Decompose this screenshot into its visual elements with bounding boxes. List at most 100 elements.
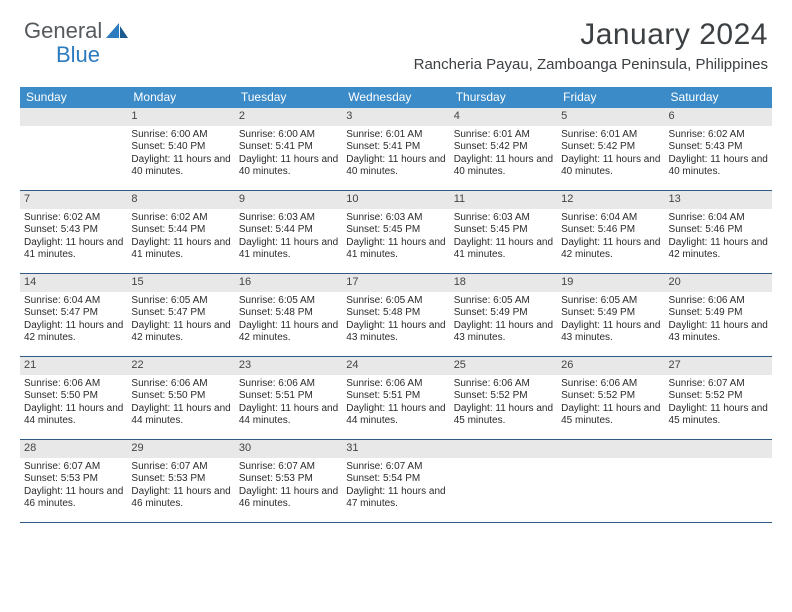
day-cell: 11Sunrise: 6:03 AMSunset: 5:45 PMDayligh… — [450, 191, 557, 273]
day-content: Sunrise: 6:06 AMSunset: 5:51 PMDaylight:… — [342, 377, 449, 432]
day-number: 31 — [342, 440, 449, 458]
day-cell: 4Sunrise: 6:01 AMSunset: 5:42 PMDaylight… — [450, 108, 557, 190]
day-content: Sunrise: 6:04 AMSunset: 5:47 PMDaylight:… — [20, 294, 127, 349]
logo-text-general: General — [24, 18, 102, 44]
daylight-text: Daylight: 11 hours and 42 minutes. — [669, 237, 768, 262]
daylight-text: Daylight: 11 hours and 44 minutes. — [346, 403, 445, 428]
day-cell: 31Sunrise: 6:07 AMSunset: 5:54 PMDayligh… — [342, 440, 449, 522]
daylight-text: Daylight: 11 hours and 44 minutes. — [24, 403, 123, 428]
day-cell: 9 Sunrise: 6:03 AMSunset: 5:44 PMDaylight… — [235, 191, 342, 273]
sunrise-text: Sunrise: 6:06 AM — [346, 378, 445, 391]
day-content: Sunrise: 6:00 AMSunset: 5:41 PMDaylight:… — [235, 128, 342, 183]
day-cell: 15 Sunrise: 6:05 AMSunset: 5:47 PMDayligh… — [127, 274, 234, 356]
sunrise-text: Sunrise: 6:05 AM — [561, 295, 660, 308]
daylight-text: Daylight: 11 hours and 46 minutes. — [131, 486, 230, 511]
week-row: 28Sunrise: 6:07 AMSunset: 5:53 PMDayligh… — [20, 440, 772, 523]
day-number: 6 — [665, 108, 772, 126]
day-number — [20, 108, 127, 126]
day-header: Wednesday — [342, 87, 449, 108]
day-number: 21 — [20, 357, 127, 375]
sunrise-text: Sunrise: 6:00 AM — [239, 129, 338, 142]
day-number: 25 — [450, 357, 557, 375]
day-header: Tuesday — [235, 87, 342, 108]
week-row: 14Sunrise: 6:04 AMSunset: 5:47 PMDayligh… — [20, 274, 772, 357]
location: Rancheria Payau, Zamboanga Peninsula, Ph… — [414, 56, 768, 73]
day-number: 24 — [342, 357, 449, 375]
sunrise-text: Sunrise: 6:06 AM — [239, 378, 338, 391]
daylight-text: Daylight: 11 hours and 46 minutes. — [24, 486, 123, 511]
day-cell: 2 Sunrise: 6:00 AMSunset: 5:41 PMDaylight… — [235, 108, 342, 190]
day-content: Sunrise: 6:04 AMSunset: 5:46 PMDaylight:… — [557, 211, 664, 266]
day-number — [450, 440, 557, 458]
daylight-text: Daylight: 11 hours and 44 minutes. — [239, 403, 338, 428]
day-number: 9 — [235, 191, 342, 209]
daylight-text: Daylight: 11 hours and 43 minutes. — [346, 320, 445, 345]
sunrise-text: Sunrise: 6:06 AM — [131, 378, 230, 391]
day-content: Sunrise: 6:02 AMSunset: 5:44 PMDaylight:… — [127, 211, 234, 266]
daylight-text: Daylight: 11 hours and 43 minutes. — [669, 320, 768, 345]
day-number: 27 — [665, 357, 772, 375]
sunset-text: Sunset: 5:44 PM — [239, 224, 338, 237]
week-row: 1Sunrise: 6:00 AMSunset: 5:40 PMDaylight… — [20, 108, 772, 191]
sunrise-text: Sunrise: 6:04 AM — [561, 212, 660, 225]
sunset-text: Sunset: 5:45 PM — [346, 224, 445, 237]
sunset-text: Sunset: 5:43 PM — [24, 224, 123, 237]
day-cell: 6Sunrise: 6:02 AMSunset: 5:43 PMDaylight… — [665, 108, 772, 190]
day-number: 17 — [342, 274, 449, 292]
day-number: 15 — [127, 274, 234, 292]
sunset-text: Sunset: 5:46 PM — [669, 224, 768, 237]
day-content: Sunrise: 6:05 AMSunset: 5:49 PMDaylight:… — [450, 294, 557, 349]
day-header: Monday — [127, 87, 234, 108]
sunrise-text: Sunrise: 6:06 AM — [454, 378, 553, 391]
day-cell: 24 Sunrise: 6:06 AMSunset: 5:51 PMDayligh… — [342, 357, 449, 439]
daylight-text: Daylight: 11 hours and 42 minutes. — [131, 320, 230, 345]
day-number: 13 — [665, 191, 772, 209]
day-number: 2 — [235, 108, 342, 126]
day-content: Sunrise: 6:06 AMSunset: 5:49 PMDaylight:… — [665, 294, 772, 349]
sunset-text: Sunset: 5:43 PM — [669, 141, 768, 154]
day-cell: 10Sunrise: 6:03 AMSunset: 5:45 PMDayligh… — [342, 191, 449, 273]
logo-sail-icon — [106, 23, 130, 39]
month-title: January 2024 — [414, 18, 768, 52]
day-cell: 28Sunrise: 6:07 AMSunset: 5:53 PMDayligh… — [20, 440, 127, 522]
day-number: 26 — [557, 357, 664, 375]
sunset-text: Sunset: 5:49 PM — [454, 307, 553, 320]
day-header: Saturday — [665, 87, 772, 108]
day-content: Sunrise: 6:00 AMSunset: 5:40 PMDaylight:… — [127, 128, 234, 183]
day-number: 28 — [20, 440, 127, 458]
day-number: 19 — [557, 274, 664, 292]
sunrise-text: Sunrise: 6:02 AM — [669, 129, 768, 142]
day-number: 5 — [557, 108, 664, 126]
sunset-text: Sunset: 5:48 PM — [239, 307, 338, 320]
day-cell: 12 Sunrise: 6:04 AMSunset: 5:46 PMDayligh… — [557, 191, 664, 273]
day-number: 18 — [450, 274, 557, 292]
sunrise-text: Sunrise: 6:07 AM — [131, 461, 230, 474]
sunset-text: Sunset: 5:47 PM — [131, 307, 230, 320]
day-content: Sunrise: 6:05 AMSunset: 5:48 PMDaylight:… — [342, 294, 449, 349]
day-content: Sunrise: 6:07 AMSunset: 5:52 PMDaylight:… — [665, 377, 772, 432]
sunset-text: Sunset: 5:44 PM — [131, 224, 230, 237]
daylight-text: Daylight: 11 hours and 41 minutes. — [239, 237, 338, 262]
day-cell: 3Sunrise: 6:01 AMSunset: 5:41 PMDaylight… — [342, 108, 449, 190]
sunset-text: Sunset: 5:47 PM — [24, 307, 123, 320]
sunset-text: Sunset: 5:46 PM — [561, 224, 660, 237]
day-number: 7 — [20, 191, 127, 209]
sunrise-text: Sunrise: 6:02 AM — [131, 212, 230, 225]
day-header: Sunday — [20, 87, 127, 108]
sunset-text: Sunset: 5:50 PM — [131, 390, 230, 403]
day-cell: 23Sunrise: 6:06 AMSunset: 5:51 PMDayligh… — [235, 357, 342, 439]
sunset-text: Sunset: 5:52 PM — [454, 390, 553, 403]
day-number: 22 — [127, 357, 234, 375]
day-content: Sunrise: 6:03 AMSunset: 5:45 PMDaylight:… — [450, 211, 557, 266]
day-content: Sunrise: 6:05 AMSunset: 5:47 PMDaylight:… — [127, 294, 234, 349]
day-number: 12 — [557, 191, 664, 209]
sunrise-text: Sunrise: 6:02 AM — [24, 212, 123, 225]
sunrise-text: Sunrise: 6:01 AM — [454, 129, 553, 142]
day-number: 16 — [235, 274, 342, 292]
logo: General Blue — [24, 18, 130, 44]
sunset-text: Sunset: 5:41 PM — [346, 141, 445, 154]
daylight-text: Daylight: 11 hours and 42 minutes. — [561, 237, 660, 262]
daylight-text: Daylight: 11 hours and 41 minutes. — [346, 237, 445, 262]
sunrise-text: Sunrise: 6:03 AM — [239, 212, 338, 225]
sunset-text: Sunset: 5:45 PM — [454, 224, 553, 237]
